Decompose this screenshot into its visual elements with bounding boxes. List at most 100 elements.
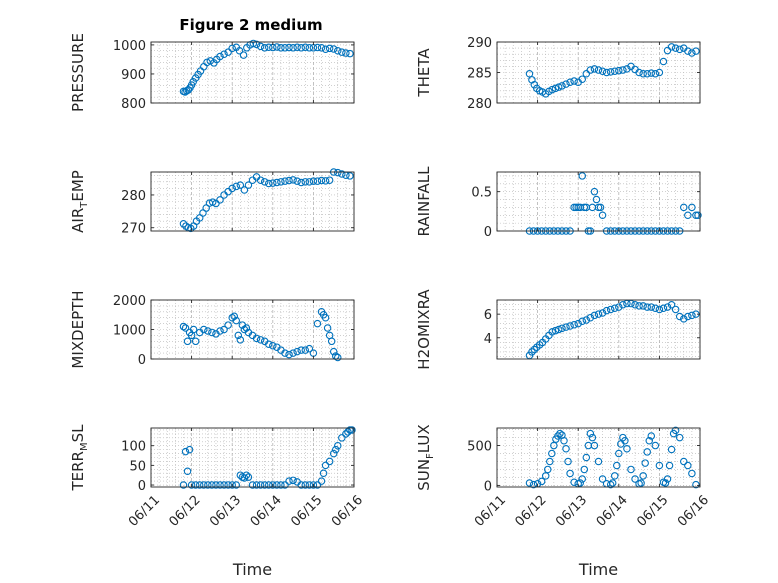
data-point <box>264 43 273 51</box>
data-point <box>183 337 192 346</box>
data-point <box>576 479 584 487</box>
data-point <box>285 350 293 359</box>
data-point <box>554 325 563 334</box>
data-point <box>256 481 265 489</box>
data-point <box>242 324 251 332</box>
data-point <box>554 432 562 440</box>
y-axis-label: RAINFALL <box>415 166 433 237</box>
data-point <box>582 69 591 78</box>
data-point <box>621 437 629 445</box>
data-point <box>342 49 350 57</box>
y-tick-label: 1000 <box>113 324 146 339</box>
data-point <box>688 49 696 57</box>
x-tick-label: 06/16 <box>329 493 366 530</box>
data-point <box>252 40 261 49</box>
data-point <box>334 46 342 55</box>
data-point <box>334 168 342 177</box>
data-point <box>590 187 599 196</box>
data-point <box>269 179 277 187</box>
data-point <box>321 461 330 470</box>
y-tick-label: 800 <box>121 97 146 112</box>
subplot-sun_flux: 0 500 06/11 06/12 06/13 06/14 06/15 06/16 Time SU… <box>415 424 712 579</box>
data-point <box>692 480 700 489</box>
data-point <box>659 57 668 66</box>
y-axis-label: PRESSURE <box>69 33 87 112</box>
data-point <box>667 43 676 51</box>
data-point <box>530 345 539 354</box>
data-point <box>546 457 554 466</box>
data-point <box>331 445 340 454</box>
y-axis-label: AIRTEMP <box>69 170 90 233</box>
data-point <box>305 178 314 186</box>
data-point <box>277 178 285 186</box>
data-point <box>619 66 627 74</box>
data-point <box>586 66 595 74</box>
data-point <box>289 476 297 485</box>
data-point <box>183 467 192 476</box>
data-point <box>655 305 664 314</box>
data-point <box>309 177 318 185</box>
data-point <box>590 311 599 320</box>
data-point <box>285 43 293 52</box>
data-point <box>321 45 330 54</box>
data-point <box>220 481 228 489</box>
data-point <box>655 461 664 470</box>
axes-box <box>496 427 701 488</box>
data-point <box>260 481 269 489</box>
data-point <box>661 479 670 487</box>
data-point <box>344 428 352 436</box>
subplot-pressure: 800 900 1000 PRESSURE <box>69 33 355 112</box>
data-point <box>598 475 607 483</box>
series-air_temp <box>179 168 354 233</box>
y-tick-label: 285 <box>467 67 492 82</box>
data-point <box>293 177 301 185</box>
data-point <box>558 324 566 333</box>
data-point <box>548 85 556 94</box>
data-point <box>663 475 672 483</box>
data-point <box>200 481 208 489</box>
data-point <box>548 449 556 458</box>
data-point <box>301 481 310 489</box>
data-point <box>260 178 269 186</box>
data-point <box>228 481 236 489</box>
y-tick-label: 2000 <box>113 294 146 309</box>
data-point <box>613 461 621 470</box>
data-point <box>619 300 627 309</box>
data-point <box>680 315 688 323</box>
data-point <box>313 43 322 52</box>
data-point <box>602 68 611 77</box>
data-point <box>317 44 326 52</box>
series-terr_msl <box>179 426 356 489</box>
data-point <box>574 319 582 328</box>
data-point <box>281 44 289 52</box>
data-point <box>647 69 656 77</box>
data-point <box>346 172 354 180</box>
y-axis-label: H2OMIXRA <box>415 289 433 370</box>
x-tick-label: 06/13 <box>553 493 590 530</box>
data-point <box>216 327 224 335</box>
data-point <box>528 348 536 356</box>
data-point <box>675 433 684 442</box>
series-sun_flux <box>525 426 700 489</box>
data-point <box>244 473 253 481</box>
data-point <box>684 461 692 470</box>
data-point <box>293 347 301 356</box>
data-point <box>564 457 572 466</box>
data-point <box>256 336 265 344</box>
data-point <box>208 198 217 206</box>
axes-box <box>496 171 701 232</box>
data-point <box>305 44 314 52</box>
data-point <box>675 312 684 321</box>
data-point <box>641 459 649 467</box>
series-mixdepth <box>179 308 342 362</box>
x-tick-label: 06/14 <box>594 493 631 530</box>
data-point <box>230 312 238 320</box>
data-point <box>269 341 277 350</box>
data-point <box>651 304 660 313</box>
data-point <box>556 429 564 438</box>
data-point <box>334 353 342 362</box>
data-point <box>537 477 546 486</box>
y-tick-label: 4 <box>484 332 492 347</box>
x-tick-label: 06/15 <box>288 493 325 530</box>
data-point <box>232 316 241 325</box>
